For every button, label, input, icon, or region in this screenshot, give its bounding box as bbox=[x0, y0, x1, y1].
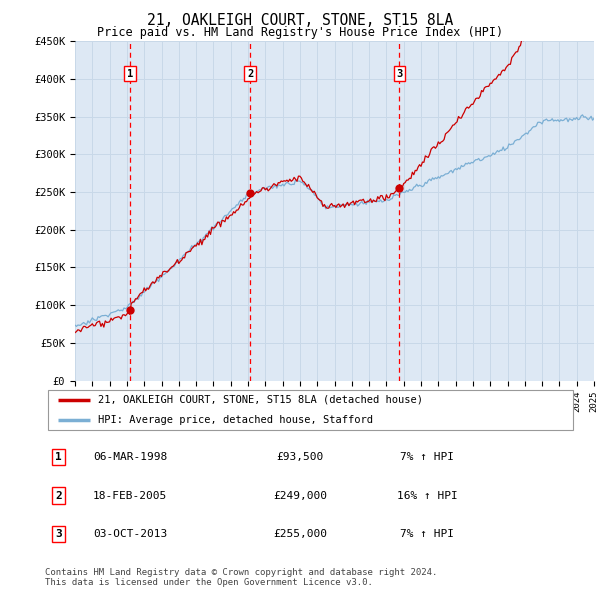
Text: 3: 3 bbox=[55, 529, 62, 539]
Text: 16% ↑ HPI: 16% ↑ HPI bbox=[397, 491, 458, 500]
Text: £93,500: £93,500 bbox=[276, 453, 323, 462]
FancyBboxPatch shape bbox=[47, 390, 574, 430]
Text: 2: 2 bbox=[55, 491, 62, 500]
Text: Price paid vs. HM Land Registry's House Price Index (HPI): Price paid vs. HM Land Registry's House … bbox=[97, 26, 503, 39]
Text: 03-OCT-2013: 03-OCT-2013 bbox=[93, 529, 167, 539]
Text: £255,000: £255,000 bbox=[273, 529, 327, 539]
Text: 18-FEB-2005: 18-FEB-2005 bbox=[93, 491, 167, 500]
Text: 21, OAKLEIGH COURT, STONE, ST15 8LA: 21, OAKLEIGH COURT, STONE, ST15 8LA bbox=[147, 13, 453, 28]
Text: 21, OAKLEIGH COURT, STONE, ST15 8LA (detached house): 21, OAKLEIGH COURT, STONE, ST15 8LA (det… bbox=[98, 395, 423, 405]
Text: 1: 1 bbox=[55, 453, 62, 462]
Text: HPI: Average price, detached house, Stafford: HPI: Average price, detached house, Staf… bbox=[98, 415, 373, 425]
Text: 7% ↑ HPI: 7% ↑ HPI bbox=[400, 529, 454, 539]
Text: 2: 2 bbox=[247, 68, 253, 78]
Text: 7% ↑ HPI: 7% ↑ HPI bbox=[400, 453, 454, 462]
Text: 3: 3 bbox=[396, 68, 403, 78]
Text: This data is licensed under the Open Government Licence v3.0.: This data is licensed under the Open Gov… bbox=[45, 578, 373, 587]
Text: £249,000: £249,000 bbox=[273, 491, 327, 500]
Text: 1: 1 bbox=[127, 68, 133, 78]
Text: 06-MAR-1998: 06-MAR-1998 bbox=[93, 453, 167, 462]
Text: Contains HM Land Registry data © Crown copyright and database right 2024.: Contains HM Land Registry data © Crown c… bbox=[45, 568, 437, 577]
